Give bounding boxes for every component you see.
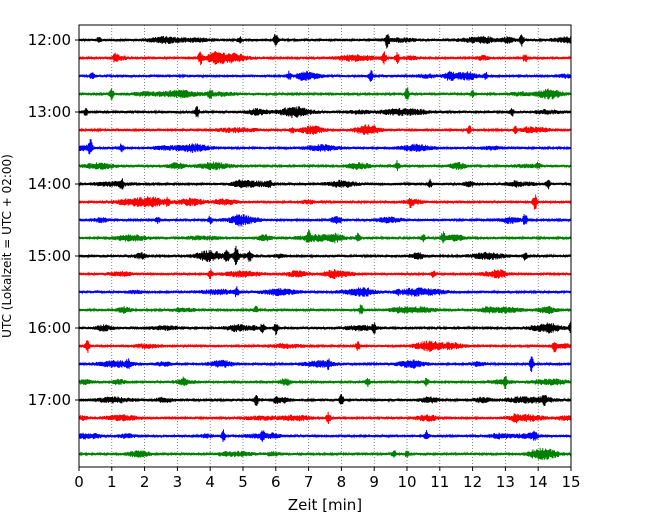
trace-line [78,394,572,407]
trace-line [78,304,572,315]
x-tick-label: 14 [529,473,548,491]
trace-series [78,34,572,461]
x-tick-label: 6 [271,473,281,491]
x-tick-label: 0 [74,473,84,491]
y-axis-ticks: 12:00 13:00 14:00 15:00 16:00 17:00 [28,31,79,409]
trace-line [78,34,572,49]
y-tick-label: 17:00 [28,391,71,409]
trace-line [78,356,572,373]
y-tick-label: 16:00 [28,319,71,337]
x-tick-label: 4 [205,473,215,491]
x-axis-label: Zeit [min] [288,496,362,514]
trace-line [78,159,572,171]
y-axis-label: UTC (Lokalzeit = UTC + 02:00) [0,154,14,338]
trace-line [78,321,572,336]
x-tick-label: 3 [173,473,183,491]
trace-line [78,245,572,266]
trace-line [78,429,572,442]
trace-line [78,230,572,244]
y-tick-label: 13:00 [28,103,71,121]
trace-line [78,376,572,390]
trace-line [78,50,572,66]
trace-line [78,340,572,353]
trace-line [78,268,572,280]
x-tick-label: 10 [397,473,416,491]
x-tick-label: 9 [369,473,379,491]
trace-line [78,286,572,298]
x-tick-label: 15 [561,473,580,491]
x-axis-ticks: 0 1 2 3 4 5 6 7 8 9 10 11 12 13 14 15 [74,467,581,491]
x-tick-label: 11 [430,473,449,491]
plot-frame [78,24,572,468]
trace-line [78,139,572,155]
trace-line [78,106,572,119]
x-tick-label: 7 [304,473,314,491]
x-tick-label: 1 [107,473,117,491]
trace-line [78,447,572,461]
y-tick-label: 12:00 [28,31,71,49]
x-tick-label: 5 [238,473,248,491]
x-tick-label: 2 [140,473,150,491]
trace-line [78,213,572,227]
trace-line [78,411,572,424]
trace-line [78,124,572,136]
x-tick-label: 13 [496,473,515,491]
y-tick-label: 14:00 [28,175,71,193]
trace-line [78,87,572,100]
x-tick-label: 12 [463,473,482,491]
trace-line [78,178,572,190]
trace-line [78,69,572,82]
y-tick-label: 15:00 [28,247,71,265]
x-tick-label: 8 [337,473,347,491]
trace-line [78,194,572,210]
